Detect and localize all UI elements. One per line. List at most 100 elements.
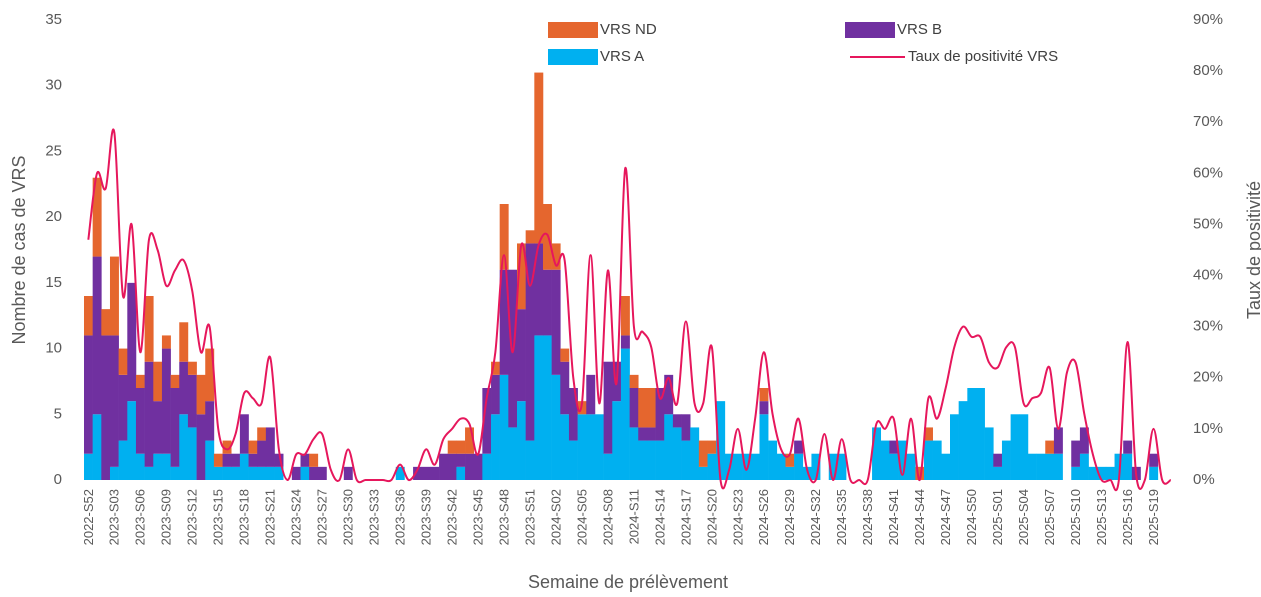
bar	[638, 440, 648, 480]
bar	[889, 440, 899, 454]
x-tick-label: 2024-S47	[938, 489, 953, 545]
bar	[101, 335, 111, 480]
bar	[84, 335, 93, 454]
bar	[109, 466, 119, 480]
bar	[577, 414, 587, 480]
x-tick-label: 2023-S39	[419, 489, 434, 545]
bar	[620, 335, 630, 349]
x-axis-title: Semaine de prélèvement	[528, 572, 728, 592]
bar	[603, 361, 613, 454]
bar	[794, 440, 804, 454]
bar	[222, 466, 232, 480]
bar	[967, 388, 977, 480]
x-tick-label: 2024-S08	[600, 489, 615, 545]
x-tick-label: 2023-S42	[444, 489, 459, 545]
y2-tick-label: 0%	[1193, 471, 1215, 488]
bar	[889, 453, 899, 480]
bar	[491, 374, 500, 415]
bar	[257, 466, 267, 480]
bar	[413, 466, 423, 480]
bar	[1010, 414, 1020, 480]
bar	[776, 453, 786, 480]
bar	[759, 414, 769, 480]
bar	[265, 466, 275, 480]
bar	[681, 414, 691, 441]
bar	[1088, 466, 1098, 480]
x-tick-label: 2025-S10	[1068, 489, 1083, 545]
bar	[638, 388, 648, 428]
bar	[439, 453, 449, 480]
bar	[395, 466, 405, 480]
bar	[794, 453, 804, 480]
bar	[196, 374, 206, 415]
bar	[551, 243, 561, 270]
x-tick-label: 2024-S50	[964, 489, 979, 545]
x-tick-label: 2023-S51	[522, 489, 537, 545]
bar	[517, 401, 526, 480]
bar	[603, 453, 613, 480]
x-tick-label: 2023-S48	[496, 489, 511, 545]
bar	[620, 296, 630, 336]
bar	[672, 427, 682, 480]
x-tick-label: 2024-S02	[548, 489, 563, 545]
bar	[1045, 453, 1055, 480]
bar	[733, 453, 743, 480]
bar	[222, 453, 232, 467]
bar	[491, 361, 500, 375]
bar	[1001, 440, 1011, 480]
bar	[300, 466, 310, 480]
x-tick-label: 2024-S41	[886, 489, 901, 545]
y-tick-label: 35	[45, 11, 62, 28]
bar	[231, 453, 241, 467]
bar	[309, 466, 319, 480]
x-tick-label: 2024-S14	[652, 489, 667, 545]
bar	[179, 414, 189, 480]
bar	[1123, 453, 1133, 480]
bar	[525, 243, 535, 441]
bar	[612, 401, 622, 480]
bar	[222, 440, 232, 454]
bar	[274, 466, 284, 480]
bar	[1149, 453, 1159, 467]
bar	[248, 440, 258, 454]
bar	[499, 374, 509, 480]
y2-tick-label: 80%	[1193, 62, 1223, 79]
bar	[499, 204, 509, 270]
bar	[742, 453, 752, 480]
bar	[950, 414, 959, 480]
bar	[1053, 427, 1063, 454]
bar	[759, 388, 769, 402]
bar	[109, 256, 119, 336]
bar	[646, 388, 656, 428]
bar	[993, 466, 1003, 480]
bar	[205, 348, 215, 402]
y-axis-title: Nombre de cas de VRS	[9, 155, 29, 344]
bar	[456, 440, 466, 454]
bar	[560, 414, 570, 480]
legend-swatch	[845, 22, 895, 38]
bar	[153, 361, 163, 402]
bar	[473, 453, 483, 480]
bar	[828, 453, 838, 480]
bar	[248, 466, 258, 480]
bar	[92, 177, 102, 257]
y-tick-label: 10	[45, 340, 62, 357]
bar	[179, 361, 189, 415]
bar	[447, 440, 457, 454]
x-tick-label: 2024-S35	[834, 489, 849, 545]
x-tick-label: 2023-S03	[107, 489, 122, 545]
y-tick-label: 0	[54, 471, 62, 488]
x-tick-label: 2025-S16	[1120, 489, 1135, 545]
bar	[170, 466, 180, 480]
bar	[1053, 453, 1063, 480]
x-tick-label: 2023-S27	[315, 489, 330, 545]
bar	[257, 427, 267, 441]
x-tick-label: 2023-S33	[367, 489, 382, 545]
bar	[205, 440, 215, 480]
x-tick-label: 2025-S13	[1094, 489, 1109, 545]
bar	[759, 401, 769, 415]
bar	[465, 427, 474, 454]
bar	[491, 414, 500, 480]
bar	[118, 348, 128, 375]
bar	[672, 414, 682, 428]
